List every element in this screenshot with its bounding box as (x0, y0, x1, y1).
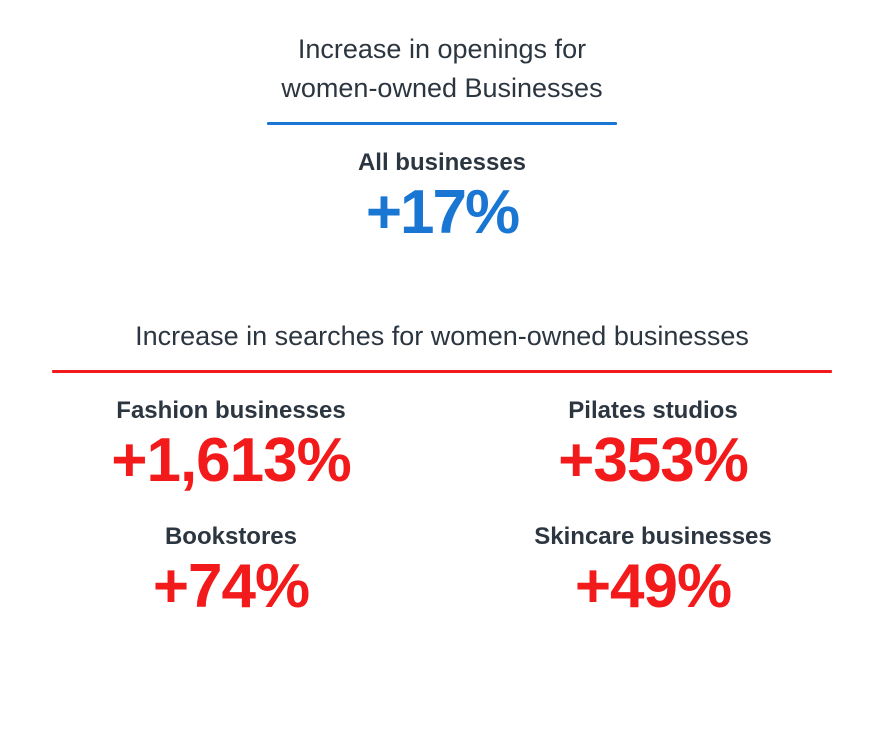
openings-heading-line1: Increase in openings for (298, 34, 586, 64)
openings-heading: Increase in openings for women-owned Bus… (281, 30, 602, 108)
search-stat-fashion: Fashion businesses +1,613% (111, 397, 351, 495)
search-stat-value: +1,613% (111, 427, 351, 495)
searches-grid: Fashion businesses +1,613% Pilates studi… (40, 397, 844, 621)
openings-section: Increase in openings for women-owned Bus… (40, 30, 844, 247)
searches-heading: Increase in searches for women-owned bus… (135, 317, 749, 356)
search-stat-label: Fashion businesses (116, 397, 345, 425)
openings-heading-line2: women-owned Businesses (281, 73, 602, 103)
search-stat-value: +49% (575, 553, 731, 621)
openings-divider (267, 122, 617, 125)
openings-stat-value: +17% (366, 179, 518, 247)
searches-section: Increase in searches for women-owned bus… (40, 317, 844, 621)
search-stat-bookstores: Bookstores +74% (153, 523, 309, 621)
openings-stat-label: All businesses (358, 149, 526, 177)
search-stat-label: Pilates studios (568, 397, 737, 425)
openings-stat: All businesses +17% (358, 149, 526, 247)
search-stat-label: Bookstores (165, 523, 297, 551)
search-stat-value: +353% (558, 427, 748, 495)
search-stat-value: +74% (153, 553, 309, 621)
search-stat-skincare: Skincare businesses +49% (534, 523, 771, 621)
search-stat-label: Skincare businesses (534, 523, 771, 551)
search-stat-pilates: Pilates studios +353% (558, 397, 748, 495)
searches-divider (52, 370, 832, 373)
infographic-container: Increase in openings for women-owned Bus… (0, 0, 884, 651)
